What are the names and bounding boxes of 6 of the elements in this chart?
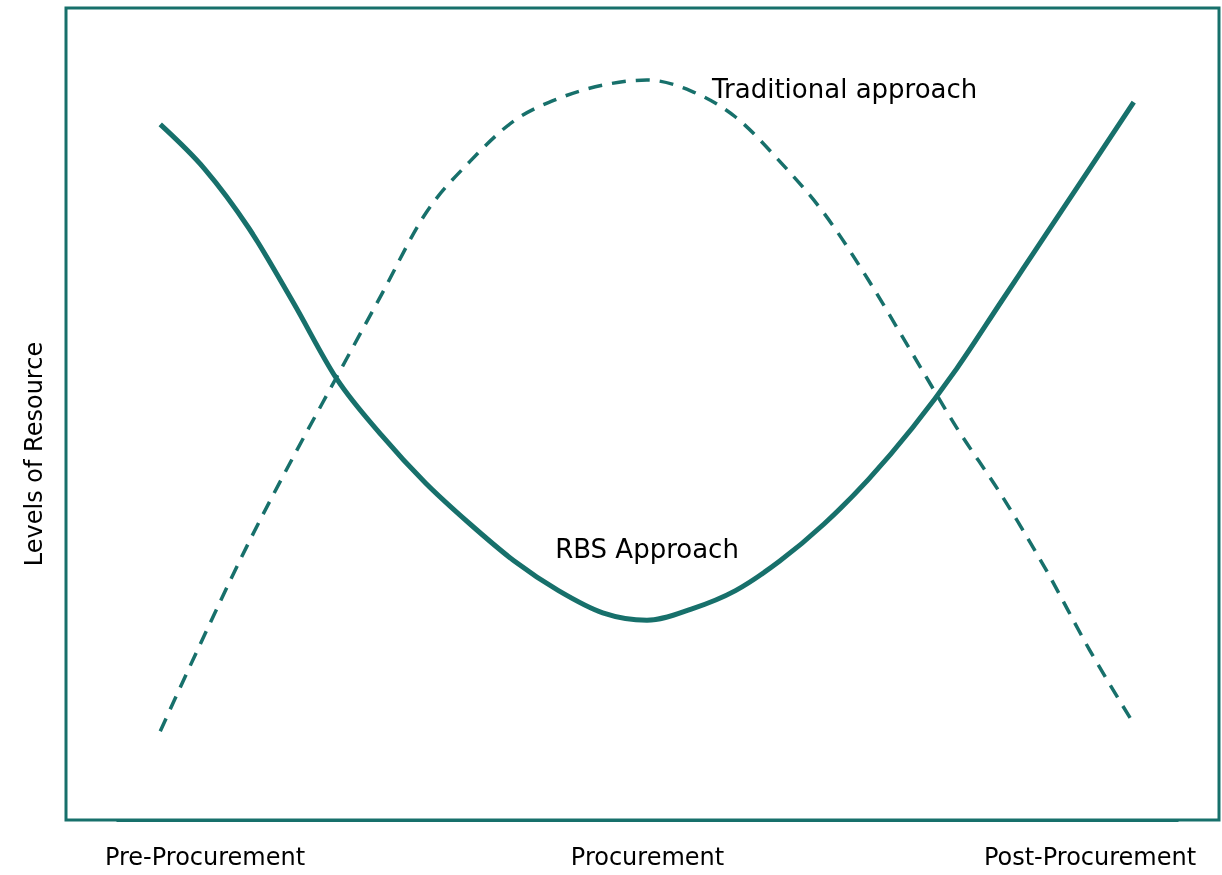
series-label: Traditional approach <box>711 74 978 104</box>
x-tick-label: Procurement <box>570 843 725 872</box>
x-tick-label: Post-Procurement <box>983 843 1197 872</box>
series-label: RBS Approach <box>555 534 739 565</box>
y-axis-title: Levels of Resource <box>20 341 48 567</box>
x-tick-label: Pre-Procurement <box>104 843 306 872</box>
